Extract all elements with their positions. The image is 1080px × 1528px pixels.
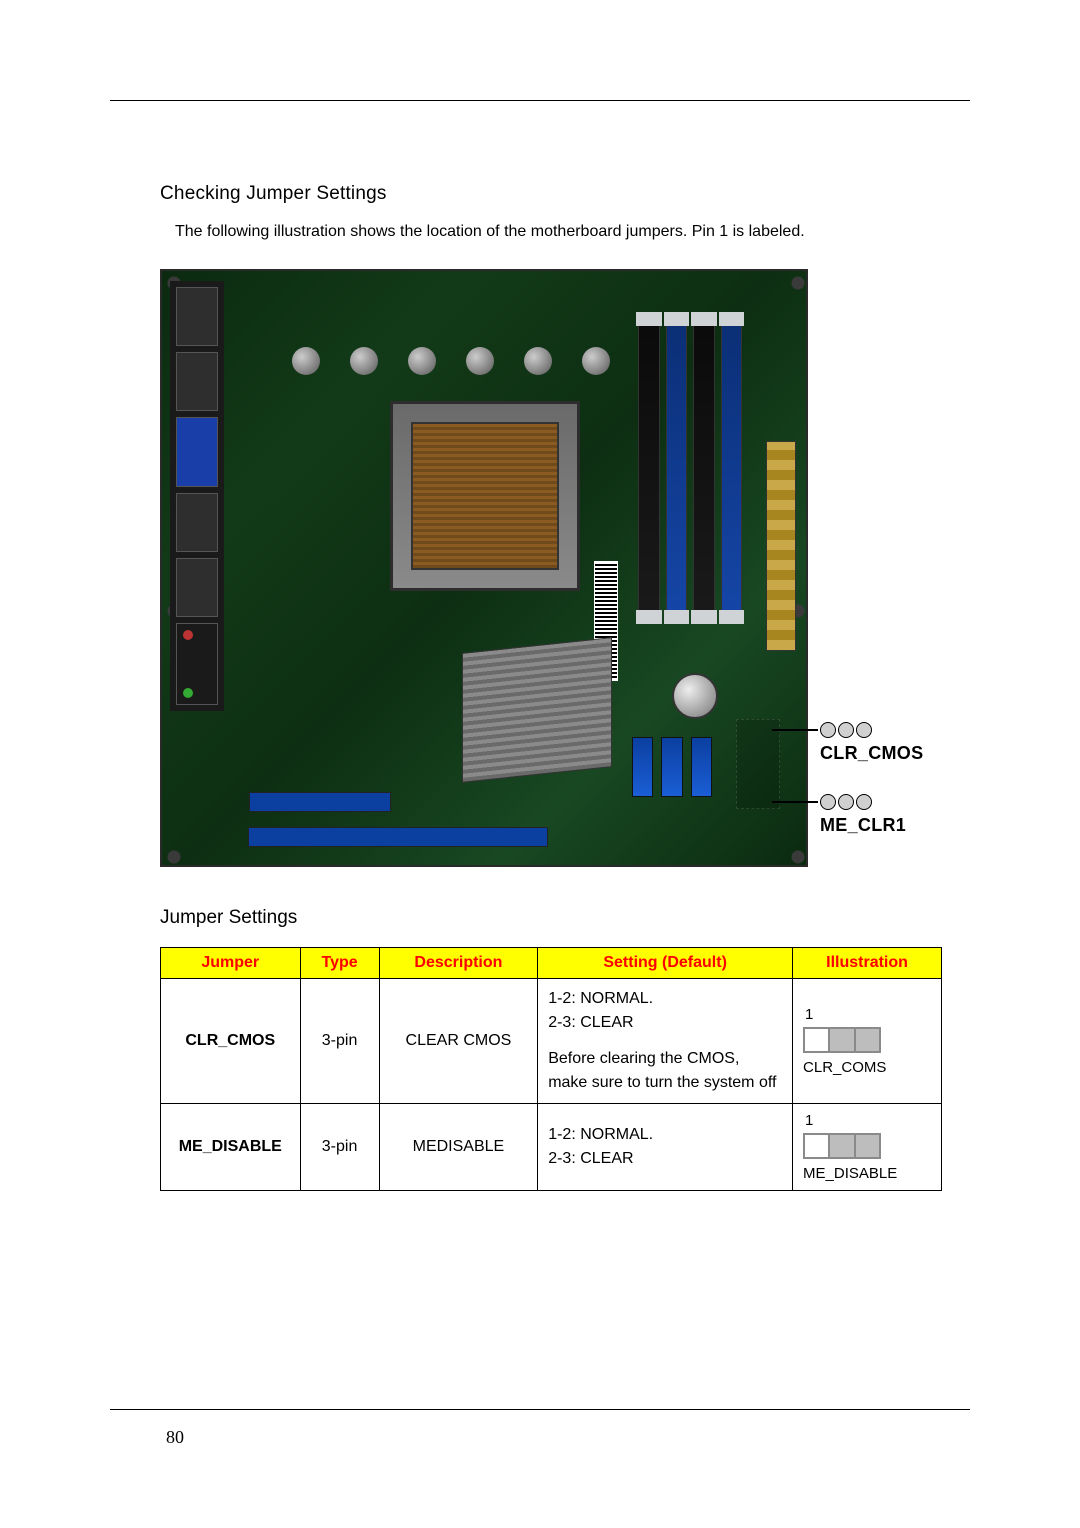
cmos-battery — [672, 673, 718, 719]
cell-description: CLEAR CMOS — [379, 979, 538, 1104]
figure-callouts: CLR_CMOS ME_CLR1 — [820, 269, 970, 867]
rule-top — [110, 100, 970, 101]
page-number: 80 — [166, 1427, 184, 1448]
cell-type: 3-pin — [300, 1104, 379, 1191]
table-header-row: Jumper Type Description Setting (Default… — [161, 948, 942, 979]
page-content: Checking Jumper Settings The following i… — [110, 100, 970, 1191]
cell-setting: 1-2: NORMAL. 2-3: CLEAR Before clearing … — [538, 979, 793, 1104]
cell-jumper: ME_DISABLE — [161, 1104, 301, 1191]
callout-label: ME_CLR1 — [820, 815, 906, 836]
th-jumper: Jumper — [161, 948, 301, 979]
pins-icon — [820, 722, 872, 738]
front-io-headers — [632, 727, 712, 797]
pin1-label: 1 — [805, 1006, 813, 1023]
pin-diagram-icon — [803, 1027, 881, 1053]
jumper-settings-table: Jumper Type Description Setting (Default… — [160, 947, 942, 1191]
io-backpanel — [170, 281, 224, 711]
cell-description: MEDISABLE — [379, 1104, 538, 1191]
pcie-slots — [248, 827, 548, 847]
th-illustration: Illustration — [793, 948, 942, 979]
chipset-heatsink — [462, 637, 612, 783]
section-title: Checking Jumper Settings — [160, 183, 970, 205]
subsection-title: Jumper Settings — [160, 907, 970, 929]
setting-line: 2-3: CLEAR — [548, 1014, 633, 1031]
callout-clr-cmos: CLR_CMOS — [820, 721, 923, 764]
table-row: CLR_CMOS 3-pin CLEAR CMOS 1-2: NORMAL. 2… — [161, 979, 942, 1104]
motherboard-photo: LGA115X — [160, 269, 808, 867]
atx-power-connector — [766, 441, 796, 651]
setting-line: 2-3: CLEAR — [548, 1150, 633, 1167]
ram-slots — [638, 313, 742, 623]
pins-icon — [820, 794, 872, 810]
callout-label: CLR_CMOS — [820, 743, 923, 764]
callout-me-clr1: ME_CLR1 — [820, 793, 906, 836]
cell-type: 3-pin — [300, 979, 379, 1104]
setting-line: 1-2: NORMAL. — [548, 990, 653, 1007]
pin1-label: 1 — [805, 1112, 813, 1129]
setting-line: 1-2: NORMAL. — [548, 1126, 653, 1143]
th-description: Description — [379, 948, 538, 979]
motherboard-figure: LGA115X CLR_CMOS — [160, 269, 970, 867]
capacitor-row — [292, 331, 632, 391]
diagram-label: CLR_COMS — [803, 1059, 886, 1076]
table-body: CLR_CMOS 3-pin CLEAR CMOS 1-2: NORMAL. 2… — [161, 979, 942, 1191]
leader-line-2 — [772, 801, 818, 803]
diagram-label: ME_DISABLE — [803, 1165, 897, 1182]
cell-illustration: 1 ME_DISABLE — [793, 1104, 942, 1191]
jumper-region — [736, 719, 780, 809]
setting-note: Before clearing the CMOS, make sure to t… — [548, 1050, 776, 1091]
intro-text: The following illustration shows the loc… — [175, 223, 970, 241]
cpu-socket-label: LGA115X — [456, 422, 513, 434]
cell-illustration: 1 CLR_COMS — [793, 979, 942, 1104]
table-row: ME_DISABLE 3-pin MEDISABLE 1-2: NORMAL. … — [161, 1104, 942, 1191]
th-type: Type — [300, 948, 379, 979]
cell-jumper: CLR_CMOS — [161, 979, 301, 1104]
cell-setting: 1-2: NORMAL. 2-3: CLEAR — [538, 1104, 793, 1191]
rule-bottom — [110, 1409, 970, 1410]
pin-diagram-icon — [803, 1133, 881, 1159]
th-setting: Setting (Default) — [538, 948, 793, 979]
cpu-socket: LGA115X — [390, 401, 580, 591]
leader-line-1 — [772, 729, 818, 731]
